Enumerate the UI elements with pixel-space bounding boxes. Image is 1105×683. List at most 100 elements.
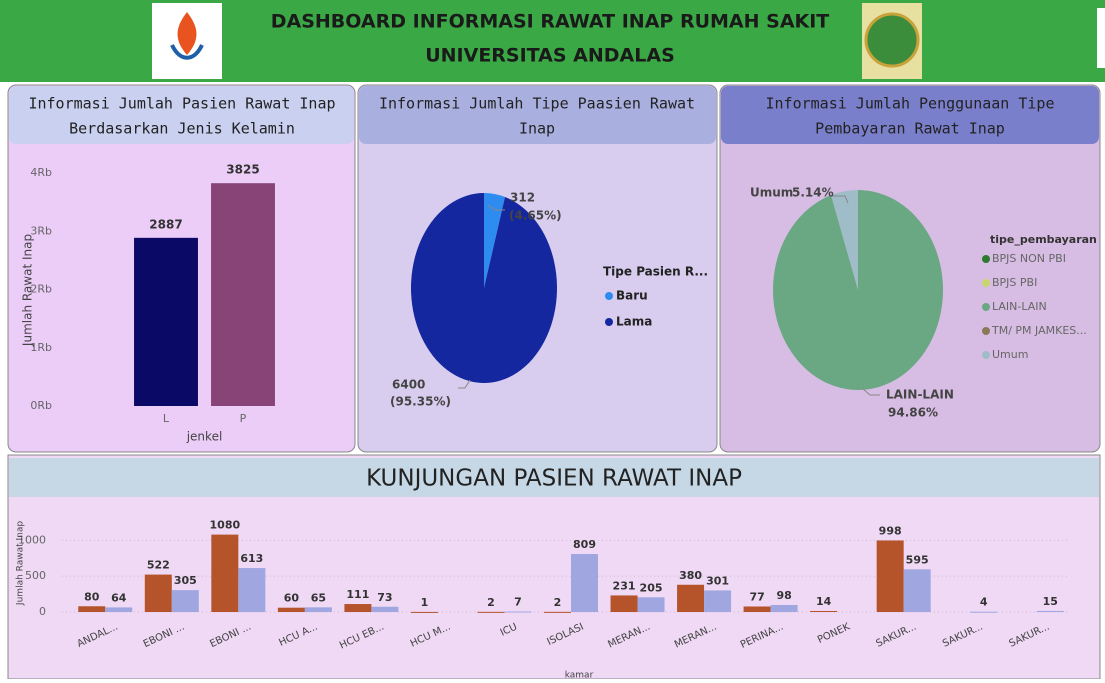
- data-label: 595: [906, 553, 929, 566]
- legend-label: BPJS NON PBI: [992, 252, 1066, 265]
- panel-title: Inap: [519, 120, 555, 138]
- bar: [410, 611, 438, 613]
- bar: [277, 607, 305, 612]
- data-label: 5.14%: [792, 186, 834, 200]
- bar: [144, 574, 172, 612]
- panel-title: KUNJUNGAN PASIEN RAWAT INAP: [366, 466, 742, 492]
- data-label: 613: [240, 552, 263, 565]
- legend-marker: [982, 351, 990, 359]
- leader-line: [487, 204, 505, 211]
- data-label: 77: [749, 590, 764, 603]
- y-axis-label: Jumlah Rawat Inap: [21, 234, 35, 347]
- legend-marker: [982, 255, 990, 263]
- data-label: (95.35%): [390, 395, 451, 409]
- legend-label: BPJS PBI: [992, 276, 1037, 289]
- legend-label: TM/ PM JAMKES...: [991, 324, 1087, 337]
- data-label: (4.65%): [509, 209, 562, 223]
- panel-title-bar: [359, 86, 716, 144]
- legend-marker: [982, 279, 990, 287]
- bar: [970, 611, 998, 613]
- bar: [134, 237, 198, 406]
- leader-line: [458, 379, 471, 389]
- bar: [238, 568, 266, 612]
- y-axis-label: Jumlah Rawat Inap: [16, 521, 26, 606]
- data-label: 809: [573, 538, 596, 551]
- legend-label: Lama: [616, 315, 652, 329]
- data-label: 98: [776, 589, 791, 602]
- legend-marker: [605, 292, 613, 300]
- panel-title: Berdasarkan Jenis Kelamin: [69, 120, 295, 138]
- panel-title-bar: [9, 86, 354, 144]
- leader-line: [861, 387, 880, 396]
- bar: [1036, 610, 1064, 612]
- header-title: DASHBOARD INFORMASI RAWAT INAP RUMAH SAK…: [271, 11, 830, 33]
- legend-label: Baru: [616, 289, 648, 303]
- panel-title-bar: [721, 86, 1099, 144]
- bar: [78, 606, 106, 612]
- header-title: UNIVERSITAS ANDALAS: [425, 45, 675, 67]
- bar: [876, 540, 904, 612]
- bar: [105, 607, 133, 612]
- legend-marker: [605, 318, 613, 326]
- bar: [344, 604, 372, 612]
- bar: [743, 606, 771, 612]
- data-label: 80: [84, 590, 100, 603]
- data-label: 111: [346, 588, 369, 601]
- legend-marker: [982, 303, 990, 311]
- data-label: 301: [706, 574, 729, 587]
- bar: [171, 590, 199, 612]
- data-label: 312: [510, 191, 535, 205]
- bar: [810, 610, 838, 612]
- panel-title-bar: [9, 458, 1099, 497]
- data-label: 64: [111, 591, 127, 604]
- data-label: 4: [980, 596, 988, 609]
- y-tick-label: 500: [25, 569, 46, 582]
- data-label: 380: [679, 569, 702, 582]
- bar: [304, 607, 332, 612]
- data-label: 65: [311, 591, 326, 604]
- legend-label: Umum: [992, 348, 1028, 361]
- x-tick-label: L: [163, 412, 170, 425]
- data-label: 3825: [226, 163, 259, 177]
- logo-wave: [170, 44, 204, 60]
- pie-slice: [831, 190, 858, 290]
- bar: [637, 597, 665, 612]
- data-label: 231: [613, 579, 636, 592]
- data-label: 7: [514, 595, 522, 608]
- pie-slice: [484, 193, 506, 288]
- data-label: 2: [554, 596, 562, 609]
- data-label: 1: [421, 596, 429, 609]
- data-label: 205: [640, 581, 663, 594]
- data-label: Umum: [750, 186, 793, 200]
- panel-title: Informasi Jumlah Pasien Rawat Inap: [28, 95, 335, 113]
- data-label: 1080: [210, 519, 241, 532]
- bar: [211, 534, 239, 612]
- pie-slice: [410, 193, 557, 383]
- legend-title: tipe_pembayaran: [990, 233, 1097, 246]
- data-label: LAIN-LAIN: [886, 388, 954, 402]
- data-label: 15: [1043, 595, 1058, 608]
- data-label: 14: [816, 595, 832, 608]
- x-tick-label: P: [240, 412, 247, 425]
- data-label: 94.86%: [888, 406, 938, 420]
- bar: [371, 606, 399, 612]
- header-edge: [1097, 8, 1105, 68]
- bar: [211, 183, 275, 406]
- data-label: 6400: [392, 378, 425, 392]
- leader-line: [832, 195, 849, 204]
- bar: [544, 611, 571, 613]
- logo-emblem: [864, 12, 920, 68]
- data-label: 305: [174, 574, 197, 587]
- panel-title: Informasi Jumlah Tipe Paasien Rawat: [379, 95, 695, 113]
- bar: [704, 590, 732, 612]
- x-axis-label: jenkel: [186, 430, 223, 444]
- bar: [677, 584, 705, 612]
- bar: [504, 611, 532, 613]
- logo-flame: [177, 12, 197, 55]
- data-label: 73: [377, 591, 392, 604]
- bar: [571, 554, 598, 612]
- data-label: 60: [284, 592, 300, 605]
- legend-label: LAIN-LAIN: [992, 300, 1047, 313]
- y-tick-label: 3Rb: [30, 224, 52, 237]
